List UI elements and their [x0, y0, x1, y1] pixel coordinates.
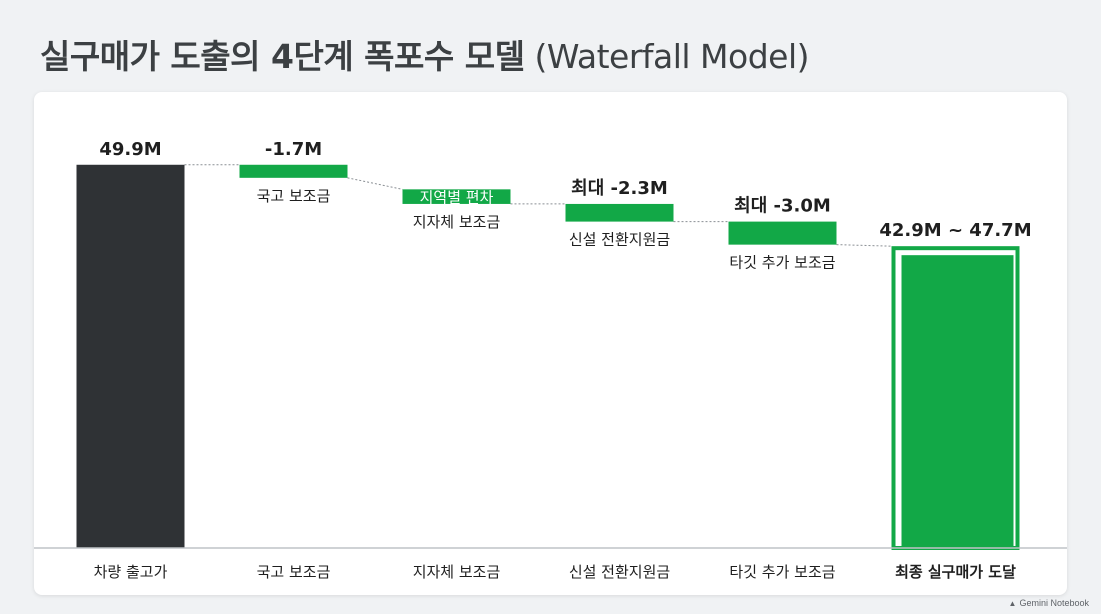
- value-label: 최대 -3.0M: [734, 196, 831, 217]
- bar-sub-label: 국고 보조금: [257, 187, 331, 205]
- bar-inner-label: 지역별 편차: [420, 189, 494, 207]
- bar-decrease: [402, 189, 511, 204]
- connector-line: [836, 244, 892, 247]
- x-tick-label: 지자체 보조금: [413, 563, 501, 581]
- x-tick-label: 차량 출고가: [94, 563, 168, 581]
- x-tick-label: 국고 보조금: [257, 563, 331, 581]
- connector-line: [347, 177, 403, 190]
- watermark: ▲ Gemini Notebook: [1009, 598, 1089, 608]
- gemini-logo-icon: ▲: [1008, 599, 1017, 608]
- page-title-korean: 실구매가 도출의 4단계 폭포수 모델: [40, 37, 525, 76]
- watermark-label: Gemini Notebook: [1019, 598, 1089, 608]
- bar-sub-label: 타깃 추가 보조금: [729, 254, 835, 272]
- bar-total: [76, 164, 185, 548]
- page-title: 실구매가 도출의 4단계 폭포수 모델 (Waterfall Model): [40, 30, 810, 78]
- value-label: 49.9M: [99, 139, 161, 160]
- bar-decrease: [565, 203, 674, 222]
- bar-decrease: [239, 164, 348, 178]
- value-label: 최대 -2.3M: [571, 178, 668, 199]
- bar-sub-label: 지자체 보조금: [413, 213, 501, 231]
- value-label: -1.7M: [265, 139, 322, 160]
- value-label: 42.9M ~ 47.7M: [879, 220, 1031, 241]
- page-title-latin: (Waterfall Model): [534, 37, 810, 76]
- x-tick-label: 신설 전환지원금: [569, 563, 671, 581]
- x-tick-label: 최종 실구매가 도달: [895, 563, 1016, 581]
- x-tick-label: 타깃 추가 보조금: [729, 563, 835, 581]
- bar-decrease: [728, 221, 837, 245]
- bar-final: [901, 255, 1014, 548]
- bar-sub-label: 신설 전환지원금: [569, 231, 671, 249]
- chart-card: 49.9M 차량 출고가 -1.7M 국고 보조금 국고 보조금 지역별 편차 지자체 보조…: [34, 92, 1067, 595]
